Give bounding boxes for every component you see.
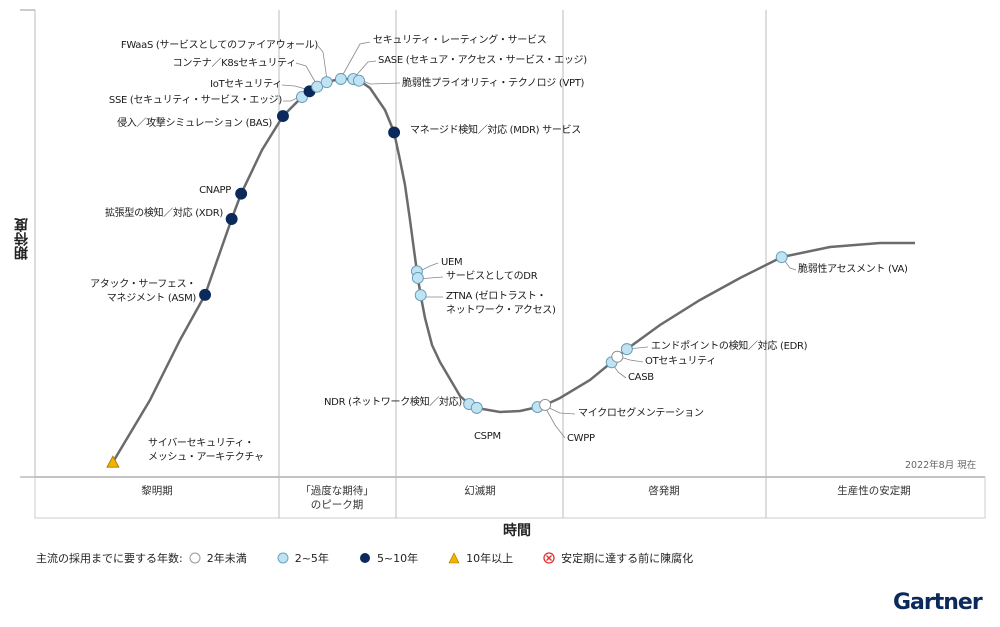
data-point bbox=[199, 288, 212, 301]
as-of-date: 2022年8月 現在 bbox=[905, 460, 977, 471]
legend-title: 主流の採用までに要する年数: bbox=[36, 552, 183, 565]
leader-line bbox=[352, 60, 377, 80]
phase-innovation-trigger: 黎明期 bbox=[141, 485, 173, 497]
data-point bbox=[470, 401, 483, 414]
label-sse: SSE (セキュリティ・サービス・エッジ) bbox=[108, 95, 282, 106]
legend-item-lt2: 2年未満 bbox=[189, 550, 247, 566]
leader-line bbox=[317, 45, 328, 81]
legend-item-gt10: 10年以上 bbox=[448, 550, 513, 566]
data-point bbox=[539, 398, 552, 411]
data-point bbox=[620, 343, 633, 356]
data-point bbox=[414, 289, 427, 302]
data-point bbox=[611, 350, 624, 363]
navy-circle-icon bbox=[359, 553, 370, 563]
data-point bbox=[388, 126, 401, 139]
label-uem: UEM bbox=[441, 257, 463, 268]
label-vpt: 脆弱性プライオリティ・テクノロジ (VPT) bbox=[402, 78, 585, 89]
legend: 主流の採用までに要する年数: 2年未満 2~5年 5~10年 10年以上 安定期… bbox=[36, 550, 723, 566]
data-point bbox=[353, 74, 365, 87]
label-iot: IoTセキュリティ bbox=[210, 79, 282, 90]
leader-line bbox=[360, 79, 401, 85]
label-cwpp: CWPP bbox=[567, 433, 595, 444]
data-point bbox=[334, 73, 347, 85]
legend-item-2to5: 2~5年 bbox=[277, 550, 329, 566]
phase-trough: 幻滅期 bbox=[464, 485, 496, 497]
yellow-triangle-icon bbox=[448, 552, 460, 564]
data-point bbox=[225, 213, 238, 225]
data-point bbox=[411, 272, 424, 284]
label-draas: サービスとしてのDR bbox=[446, 271, 538, 282]
x-axis-label: 時間 bbox=[503, 523, 531, 539]
data-point bbox=[235, 187, 248, 200]
label-container: コンテナ／K8sセキュリティ bbox=[172, 58, 297, 69]
phase-peak: 「過度な期待」 のピーク期 bbox=[300, 485, 374, 511]
leader-line bbox=[295, 62, 318, 86]
label-sase: SASE (セキュア・アクセス・サービス・エッジ) bbox=[378, 55, 587, 66]
data-point bbox=[775, 251, 788, 264]
label-edr: エンドポイントの検知／対応 (EDR) bbox=[651, 341, 808, 352]
label-mdr: マネージド検知／対応 (MDR) サービス bbox=[410, 125, 581, 136]
label-casb: CASB bbox=[628, 372, 654, 383]
gartner-logo: Gartner bbox=[893, 590, 983, 615]
label-bas: 侵入／攻撃シミュレーション (BAS) bbox=[117, 118, 272, 129]
phase-plateau: 生産性の安定期 bbox=[837, 485, 911, 497]
light-blue-circle-icon bbox=[277, 552, 289, 564]
legend-label: 2~5年 bbox=[294, 552, 329, 565]
legend-item-obsolete: 安定期に達する前に陳腐化 bbox=[543, 550, 693, 566]
white-circle-icon bbox=[189, 552, 201, 564]
label-asm: アタック・サーフェス・ マネジメント (ASM) bbox=[90, 279, 196, 304]
label-fwaas: FWaaS (サービスとしてのファイアウォール) bbox=[120, 40, 318, 51]
label-cnapp: CNAPP bbox=[199, 185, 231, 196]
legend-item-5to10: 5~10年 bbox=[359, 550, 418, 566]
data-point bbox=[277, 110, 289, 123]
leader-line bbox=[544, 406, 566, 439]
data-point bbox=[106, 455, 120, 468]
data-point bbox=[311, 80, 324, 93]
label-ot-security: OTセキュリティ bbox=[645, 356, 716, 367]
label-cspm: CSPM bbox=[474, 431, 501, 442]
leader-line bbox=[340, 41, 371, 79]
legend-label: 安定期に達する前に陳腐化 bbox=[561, 552, 694, 565]
red-x-circle-icon bbox=[543, 552, 555, 564]
label-cybersecurity-mesh: サイバーセキュリティ・ メッシュ・アーキテクチャ bbox=[148, 438, 264, 463]
label-va: 脆弱性アセスメント (VA) bbox=[798, 264, 908, 275]
phase-band bbox=[34, 476, 986, 519]
label-microsegmentation: マイクロセグメンテーション bbox=[578, 408, 704, 419]
y-axis-label: 期待度 bbox=[14, 218, 30, 260]
data-point bbox=[320, 76, 333, 89]
label-ztna: ZTNA (ゼロトラスト・ ネットワーク・アクセス) bbox=[446, 291, 556, 316]
label-ndr: NDR (ネットワーク検知／対応) bbox=[323, 397, 462, 408]
legend-label: 2年未満 bbox=[206, 552, 247, 565]
legend-label: 5~10年 bbox=[376, 552, 419, 565]
label-security-rating: セキュリティ・レーティング・サービス bbox=[373, 35, 547, 46]
phase-slope: 啓発期 bbox=[648, 485, 680, 497]
legend-label: 10年以上 bbox=[466, 552, 514, 565]
label-xdr: 拡張型の検知／対応 (XDR) bbox=[105, 208, 223, 219]
